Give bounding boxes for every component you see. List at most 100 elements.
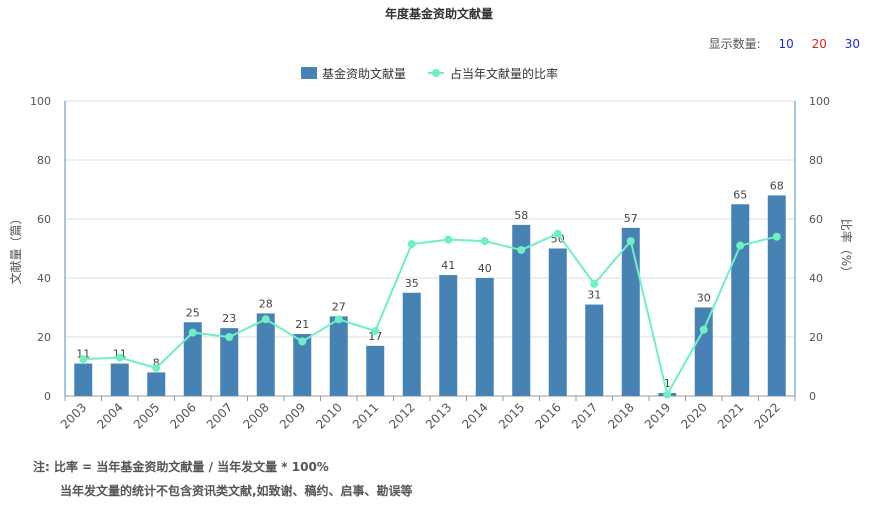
display-count-label: 显示数量: (708, 37, 761, 51)
bar-value-label: 17 (368, 330, 382, 343)
ratio-point (736, 241, 745, 250)
bar (585, 304, 604, 396)
x-tick-label: 2014 (459, 400, 490, 431)
ratio-point (261, 315, 270, 324)
x-tick-label: 2015 (496, 400, 527, 431)
bar (402, 292, 421, 396)
bar (548, 248, 567, 396)
bar (256, 313, 275, 396)
display-count-option-10[interactable]: 10 (778, 37, 794, 51)
x-tick-label: 2019 (642, 400, 673, 431)
bar (293, 334, 312, 396)
bar (621, 227, 640, 396)
ratio-point (334, 315, 343, 324)
ratio-point (553, 229, 562, 238)
x-tick-label: 2020 (678, 400, 709, 431)
ratio-point (407, 240, 416, 249)
legend-line-label: 占当年文献量的比率 (450, 66, 558, 81)
x-tick-label: 2013 (423, 400, 454, 431)
y-tick-label: 20 (37, 331, 51, 344)
y2-tick-label: 20 (809, 331, 823, 344)
y-tick-label: 60 (37, 213, 51, 226)
ratio-line (83, 232, 777, 398)
ratio-point (590, 279, 599, 288)
bar (329, 316, 348, 396)
ratio-point (371, 327, 380, 336)
bar (110, 363, 129, 396)
x-tick-label: 2017 (569, 400, 600, 431)
x-tick-label: 2016 (532, 400, 563, 431)
x-tick-label: 2009 (277, 400, 308, 431)
ratio-point (444, 235, 453, 244)
legend-bar-label: 基金资助文献量 (322, 66, 406, 81)
x-tick-label: 2005 (131, 400, 162, 431)
x-tick-label: 2021 (715, 400, 746, 431)
legend-bar-swatch (301, 67, 317, 79)
bar-value-label: 1 (664, 377, 671, 390)
y-axis-title: 文献量（篇） (8, 212, 23, 284)
x-tick-label: 2010 (313, 400, 344, 431)
y2-tick-label: 60 (809, 213, 823, 226)
bar (366, 345, 385, 396)
bar (147, 372, 166, 396)
y-tick-label: 100 (30, 95, 51, 108)
bar-value-label: 28 (259, 297, 273, 310)
ratio-point (152, 363, 161, 372)
bar-value-label: 57 (624, 212, 638, 225)
footnote-exclusion: 当年发文量的统计不包含资讯类文献,如致谢、稿约、启事、勘误等 (60, 484, 413, 498)
x-tick-label: 2006 (167, 400, 198, 431)
bar (220, 328, 239, 396)
chart-title: 年度基金资助文献量 (384, 7, 493, 21)
y-tick-label: 40 (37, 272, 51, 285)
ratio-point (517, 245, 526, 254)
bar (183, 322, 202, 396)
bar (512, 224, 531, 396)
footnote-ratio-formula: 注: 比率 = 当年基金资助文献量 / 当年发文量 * 100% (33, 460, 329, 474)
ratio-point (480, 237, 489, 246)
ratio-point (188, 328, 197, 337)
bar-value-label: 31 (587, 289, 601, 302)
x-tick-label: 2008 (240, 400, 271, 431)
y-tick-label: 0 (44, 390, 51, 403)
ratio-point (225, 333, 234, 341)
bar-value-label: 25 (186, 306, 200, 319)
x-tick-label: 2012 (386, 400, 417, 431)
ratio-point (663, 390, 672, 399)
x-tick-label: 2022 (751, 400, 782, 431)
y2-tick-label: 80 (809, 154, 823, 167)
display-count-option-30[interactable]: 30 (844, 37, 860, 51)
x-tick-label: 2003 (58, 400, 89, 431)
ratio-point (298, 337, 307, 346)
ratio-point (79, 355, 88, 364)
bar-value-label: 27 (332, 300, 346, 313)
bar (439, 275, 458, 396)
bar-value-label: 65 (733, 188, 747, 201)
ratio-point (626, 237, 635, 246)
x-tick-label: 2011 (350, 400, 381, 431)
bar (731, 204, 750, 396)
bar-value-label: 35 (405, 277, 419, 290)
bar-value-label: 41 (441, 259, 455, 272)
bar (74, 363, 93, 396)
ratio-point (699, 325, 708, 334)
bar-value-label: 58 (514, 209, 528, 222)
bar-value-label: 21 (295, 318, 309, 331)
display-count-control: 显示数量: 10 20 30 (709, 35, 860, 52)
ratio-point (115, 353, 124, 362)
display-count-option-20[interactable]: 20 (811, 37, 827, 51)
legend-line-marker (432, 69, 440, 77)
bar-value-label: 23 (222, 312, 236, 325)
bar (475, 278, 494, 396)
bar-value-label: 68 (770, 179, 784, 192)
bar-value-label: 30 (697, 292, 711, 305)
bar-value-label: 40 (478, 262, 492, 275)
y2-tick-label: 100 (809, 95, 830, 108)
bar (767, 195, 786, 396)
y2-axis-title: 比率（%） (839, 219, 854, 278)
y2-tick-label: 40 (809, 272, 823, 285)
y-tick-label: 80 (37, 154, 51, 167)
x-tick-label: 2018 (605, 400, 636, 431)
x-tick-label: 2004 (94, 400, 125, 431)
bar (694, 307, 713, 396)
